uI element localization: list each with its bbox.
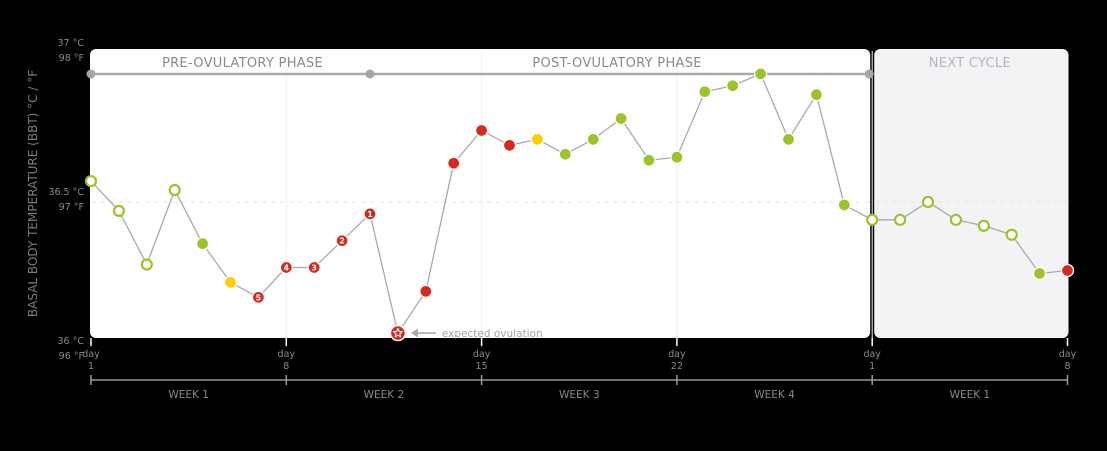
y-tick-celsius: 36 °C (58, 336, 85, 347)
y-axis-title: BASAL BODY TEMPERATURE (BBT) °C / °F (26, 70, 40, 317)
data-point-green (753, 67, 768, 81)
data-point-red (279, 260, 293, 275)
y-tick-celsius: 37 °C (58, 38, 85, 49)
annotation-expected-ovulation: expected ovulation (442, 328, 543, 340)
y-tick-fahrenheit: 97 °F (59, 202, 84, 213)
cycle-panel (90, 49, 871, 338)
star-icon (392, 327, 403, 338)
data-point-green (726, 79, 740, 93)
data-point-green (698, 85, 712, 99)
data-point-open (84, 174, 98, 188)
phase-label-next: NEXT CYCLE (929, 56, 1011, 71)
data-point-open (893, 213, 907, 226)
y-tick-celsius: 36.5 °C (48, 187, 84, 198)
data-point-red (502, 138, 517, 152)
x-tick-label-number: 22 (671, 361, 683, 372)
data-point-label: 1 (367, 210, 373, 219)
data-point-red (474, 123, 489, 138)
data-point-yellow (530, 132, 545, 147)
y-tick-fahrenheit: 96 °F (59, 351, 84, 362)
data-point-open (112, 204, 126, 217)
week-label: WEEK 1 (168, 389, 209, 401)
data-point-green (558, 147, 572, 161)
data-point-red (251, 290, 266, 304)
data-point-red (363, 207, 377, 221)
data-point-open (168, 183, 181, 197)
x-tick-label-number: 1 (869, 361, 875, 372)
data-point-red (447, 156, 461, 170)
x-tick-label-day: day (473, 349, 491, 360)
phase-bar-marker (86, 69, 96, 79)
next-cycle-panel (874, 49, 1069, 338)
data-point-open (977, 219, 990, 232)
data-point-green (781, 132, 796, 147)
data-point-red (335, 234, 349, 248)
phase-bar-marker (365, 69, 375, 79)
data-point-red (307, 260, 321, 275)
data-point-green (586, 132, 600, 147)
data-point-label: 2 (339, 237, 345, 246)
data-point-label: 3 (311, 264, 317, 273)
data-point-red (419, 284, 433, 298)
phase-bar-marker (864, 69, 874, 79)
data-point-label: 5 (256, 293, 262, 302)
data-point-label: 4 (284, 264, 290, 273)
x-tick-label-number: 8 (283, 361, 289, 372)
week-label: WEEK 1 (950, 389, 991, 401)
week-label: WEEK 4 (754, 389, 795, 401)
phase-label-pre: PRE-OVULATORY PHASE (162, 56, 323, 71)
x-tick-label-number: 8 (1064, 361, 1070, 372)
data-point-green (1032, 266, 1047, 281)
data-point-open (140, 258, 153, 271)
arrow-left-icon (410, 328, 418, 338)
phase-label-post: POST-OVULATORY PHASE (532, 56, 701, 71)
x-tick-label-day: day (1059, 349, 1077, 360)
data-point-open (921, 195, 935, 209)
x-tick-label-day: day (668, 349, 686, 360)
data-point-yellow (223, 275, 238, 290)
data-point-green (809, 88, 824, 102)
data-point-green (642, 153, 656, 167)
data-point-green (837, 198, 851, 212)
week-label: WEEK 2 (364, 389, 405, 401)
x-tick-label-day: day (863, 349, 881, 360)
data-point-open (866, 213, 879, 226)
y-tick-fahrenheit: 98 °F (59, 53, 84, 64)
data-point-green (195, 237, 210, 251)
x-tick-label-number: 15 (476, 361, 488, 372)
data-point-green (670, 150, 684, 164)
data-point-red (1060, 263, 1075, 278)
x-tick-label-day: day (82, 349, 100, 360)
data-point-green (614, 111, 628, 126)
data-point-open (949, 213, 963, 226)
x-tick-label-day: day (278, 349, 296, 360)
data-point-ovulation (389, 324, 407, 342)
week-label: WEEK 3 (559, 389, 600, 401)
x-tick-label-number: 1 (88, 361, 94, 372)
data-point-open (1005, 228, 1018, 241)
